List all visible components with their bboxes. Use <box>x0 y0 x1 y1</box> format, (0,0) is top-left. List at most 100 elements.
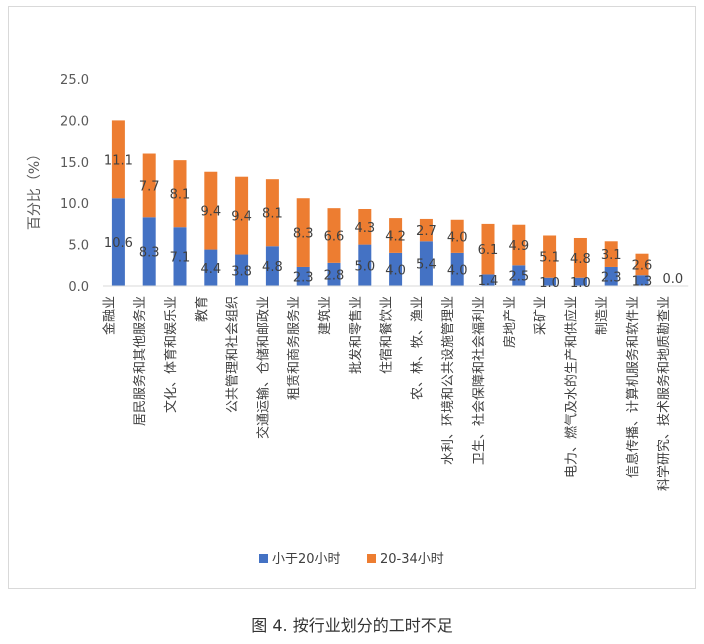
bar-segment-under-20h <box>265 246 279 286</box>
category-label: 交通运输、仓储和邮政业 <box>255 296 271 439</box>
data-label-under-20h: 8.3 <box>139 246 160 261</box>
bar-segment-under-20h <box>450 252 464 286</box>
data-label-20-34h: 8.1 <box>262 207 283 222</box>
figure-caption: 图 4. 按行业划分的工时不足 <box>251 616 453 635</box>
bar-segment-20-34h <box>296 198 310 267</box>
data-label-20-34h: 9.4 <box>231 210 252 225</box>
bar-segment-20-34h <box>543 235 557 278</box>
bar-segment-20-34h <box>450 219 464 253</box>
bars <box>111 120 649 286</box>
bar-segment-20-34h <box>235 176 249 255</box>
data-label-under-20h: 2.3 <box>293 270 314 285</box>
category-label: 信息传播、计算机服务和软件业 <box>625 296 641 478</box>
bar-segment-20-34h <box>604 241 618 267</box>
legend: 小于20小时 20-34小时 <box>259 552 444 567</box>
bar-segment-20-34h <box>204 171 218 250</box>
category-label: 科学研究、技术服务和地质勘查业 <box>656 296 672 491</box>
data-label-under-20h: 1.0 <box>539 276 560 291</box>
category-label: 卫生、社会保障和社会福利业 <box>471 296 487 465</box>
y-tick-label: 20.0 <box>60 114 89 129</box>
data-label-20-34h: 7.7 <box>139 179 160 194</box>
data-label-under-20h: 4.0 <box>447 263 468 278</box>
category-labels: 金融业 居民服务和其他服务业 文化、体育和娱乐业 教育 公共管理和社会组织 交通运输、仓储… <box>101 296 671 491</box>
data-label-under-20h: 1.3 <box>632 275 653 290</box>
category-label: 电力、燃气及水的生产和供应业 <box>563 296 579 478</box>
bar-segment-20-34h <box>419 218 433 242</box>
bar-segment-under-20h <box>327 262 341 286</box>
bar-segment-20-34h <box>512 224 526 266</box>
legend-label-20-34h: 20-34小时 <box>380 552 444 567</box>
category-label: 水利、环境和公共设施管理业 <box>441 296 456 465</box>
category-label: 农、林、牧、渔业 <box>410 296 425 400</box>
y-tick-label: 10.0 <box>60 197 89 212</box>
data-label-under-20h: 1.4 <box>478 274 499 289</box>
bar-segment-under-20h <box>358 244 372 286</box>
category-label: 租赁和商务服务业 <box>286 296 302 400</box>
data-label-20-34h: 8.1 <box>170 188 191 203</box>
stacked-bar-chart: 0.0 5.0 10.0 15.0 20.0 25.0 百分比（%） 10.6 11.1 8.… <box>27 73 689 567</box>
data-label-under-20h: 4.4 <box>200 262 221 277</box>
data-label-20-34h: 8.3 <box>293 227 314 242</box>
bar-segment-under-20h <box>512 265 526 286</box>
legend-swatch-20-34h <box>367 554 376 563</box>
data-label-under-20h: 2.5 <box>508 270 529 285</box>
category-label: 房地产业 <box>502 296 518 348</box>
data-label-20-34h: 5.1 <box>539 251 560 266</box>
data-label-under-20h: 7.1 <box>170 251 191 266</box>
data-label-20-34h: 4.8 <box>570 252 591 267</box>
bar-segment-under-20h <box>173 227 187 286</box>
bar-segment-under-20h <box>543 277 557 286</box>
category-label: 住宿和餐饮业 <box>379 296 395 374</box>
bar-segment-under-20h <box>635 275 649 286</box>
y-tick-label: 25.0 <box>60 73 89 88</box>
bar-segment-under-20h <box>142 217 156 286</box>
category-label: 采矿业 <box>534 296 549 335</box>
data-labels: 10.6 11.1 8.3 7.7 7.1 8.1 4.4 9.4 3.8 9.4 4.8 8.1 2.… <box>104 153 683 291</box>
data-label-20-34h: 4.2 <box>385 229 406 244</box>
category-label: 教育 <box>194 296 210 322</box>
y-tick-label: 0.0 <box>68 280 89 295</box>
category-label: 金融业 <box>101 296 117 335</box>
category-label: 公共管理和社会组织 <box>225 296 241 413</box>
data-label-under-20h: 2.3 <box>601 270 622 285</box>
data-label-20-34h: 2.7 <box>416 224 437 239</box>
bar-segment-under-20h <box>481 274 495 286</box>
bar-segment-under-20h <box>419 241 433 286</box>
y-tick-label: 5.0 <box>68 239 89 254</box>
y-axis: 0.0 5.0 10.0 15.0 20.0 25.0 <box>60 73 89 295</box>
bar-segment-20-34h <box>111 120 125 199</box>
data-label-20-34h: 9.4 <box>200 205 221 220</box>
bar-segment-under-20h <box>389 252 403 286</box>
data-label-under-20h: 5.0 <box>354 259 375 274</box>
data-label-under-20h: 2.8 <box>324 268 345 283</box>
category-label: 制造业 <box>595 296 610 335</box>
y-axis-label: 百分比（%） <box>27 147 43 230</box>
category-label: 文化、体育和娱乐业 <box>163 296 179 413</box>
data-label-20-34h: 11.1 <box>104 153 133 168</box>
legend-label-under-20h: 小于20小时 <box>272 552 341 567</box>
category-label: 建筑业 <box>317 296 333 335</box>
category-label: 批发和零售业 <box>348 296 364 374</box>
data-label-20-34h: 4.3 <box>354 221 375 236</box>
bar-segment-20-34h <box>173 160 187 228</box>
bar-segment-20-34h <box>635 253 649 276</box>
bar-segment-20-34h <box>573 237 587 278</box>
bar-segment-20-34h <box>358 208 372 245</box>
bar-segment-under-20h <box>111 198 125 286</box>
data-label-20-34h: 2.6 <box>632 258 653 273</box>
data-label-under-20h: 1.0 <box>570 276 591 291</box>
bar-segment-20-34h <box>142 153 156 218</box>
chart-frame: 0.0 5.0 10.0 15.0 20.0 25.0 百分比（%） 10.6 11.1 8.… <box>8 6 696 589</box>
data-label-under-20h: 5.4 <box>416 258 437 273</box>
legend-swatch-under-20h <box>259 554 268 563</box>
bar-segment-under-20h <box>235 254 249 286</box>
data-label-20-34h: 6.6 <box>324 229 345 244</box>
y-tick-label: 15.0 <box>60 156 89 171</box>
bar-segment-under-20h <box>604 266 618 286</box>
data-label-under-20h: 10.6 <box>104 236 133 251</box>
data-label-under-20h: 4.0 <box>385 263 406 278</box>
data-label-20-34h: 4.9 <box>508 239 529 254</box>
data-label-20-34h: 4.0 <box>447 230 468 245</box>
bar-segment-20-34h <box>389 218 403 253</box>
data-label-20-34h: 3.1 <box>601 248 622 263</box>
